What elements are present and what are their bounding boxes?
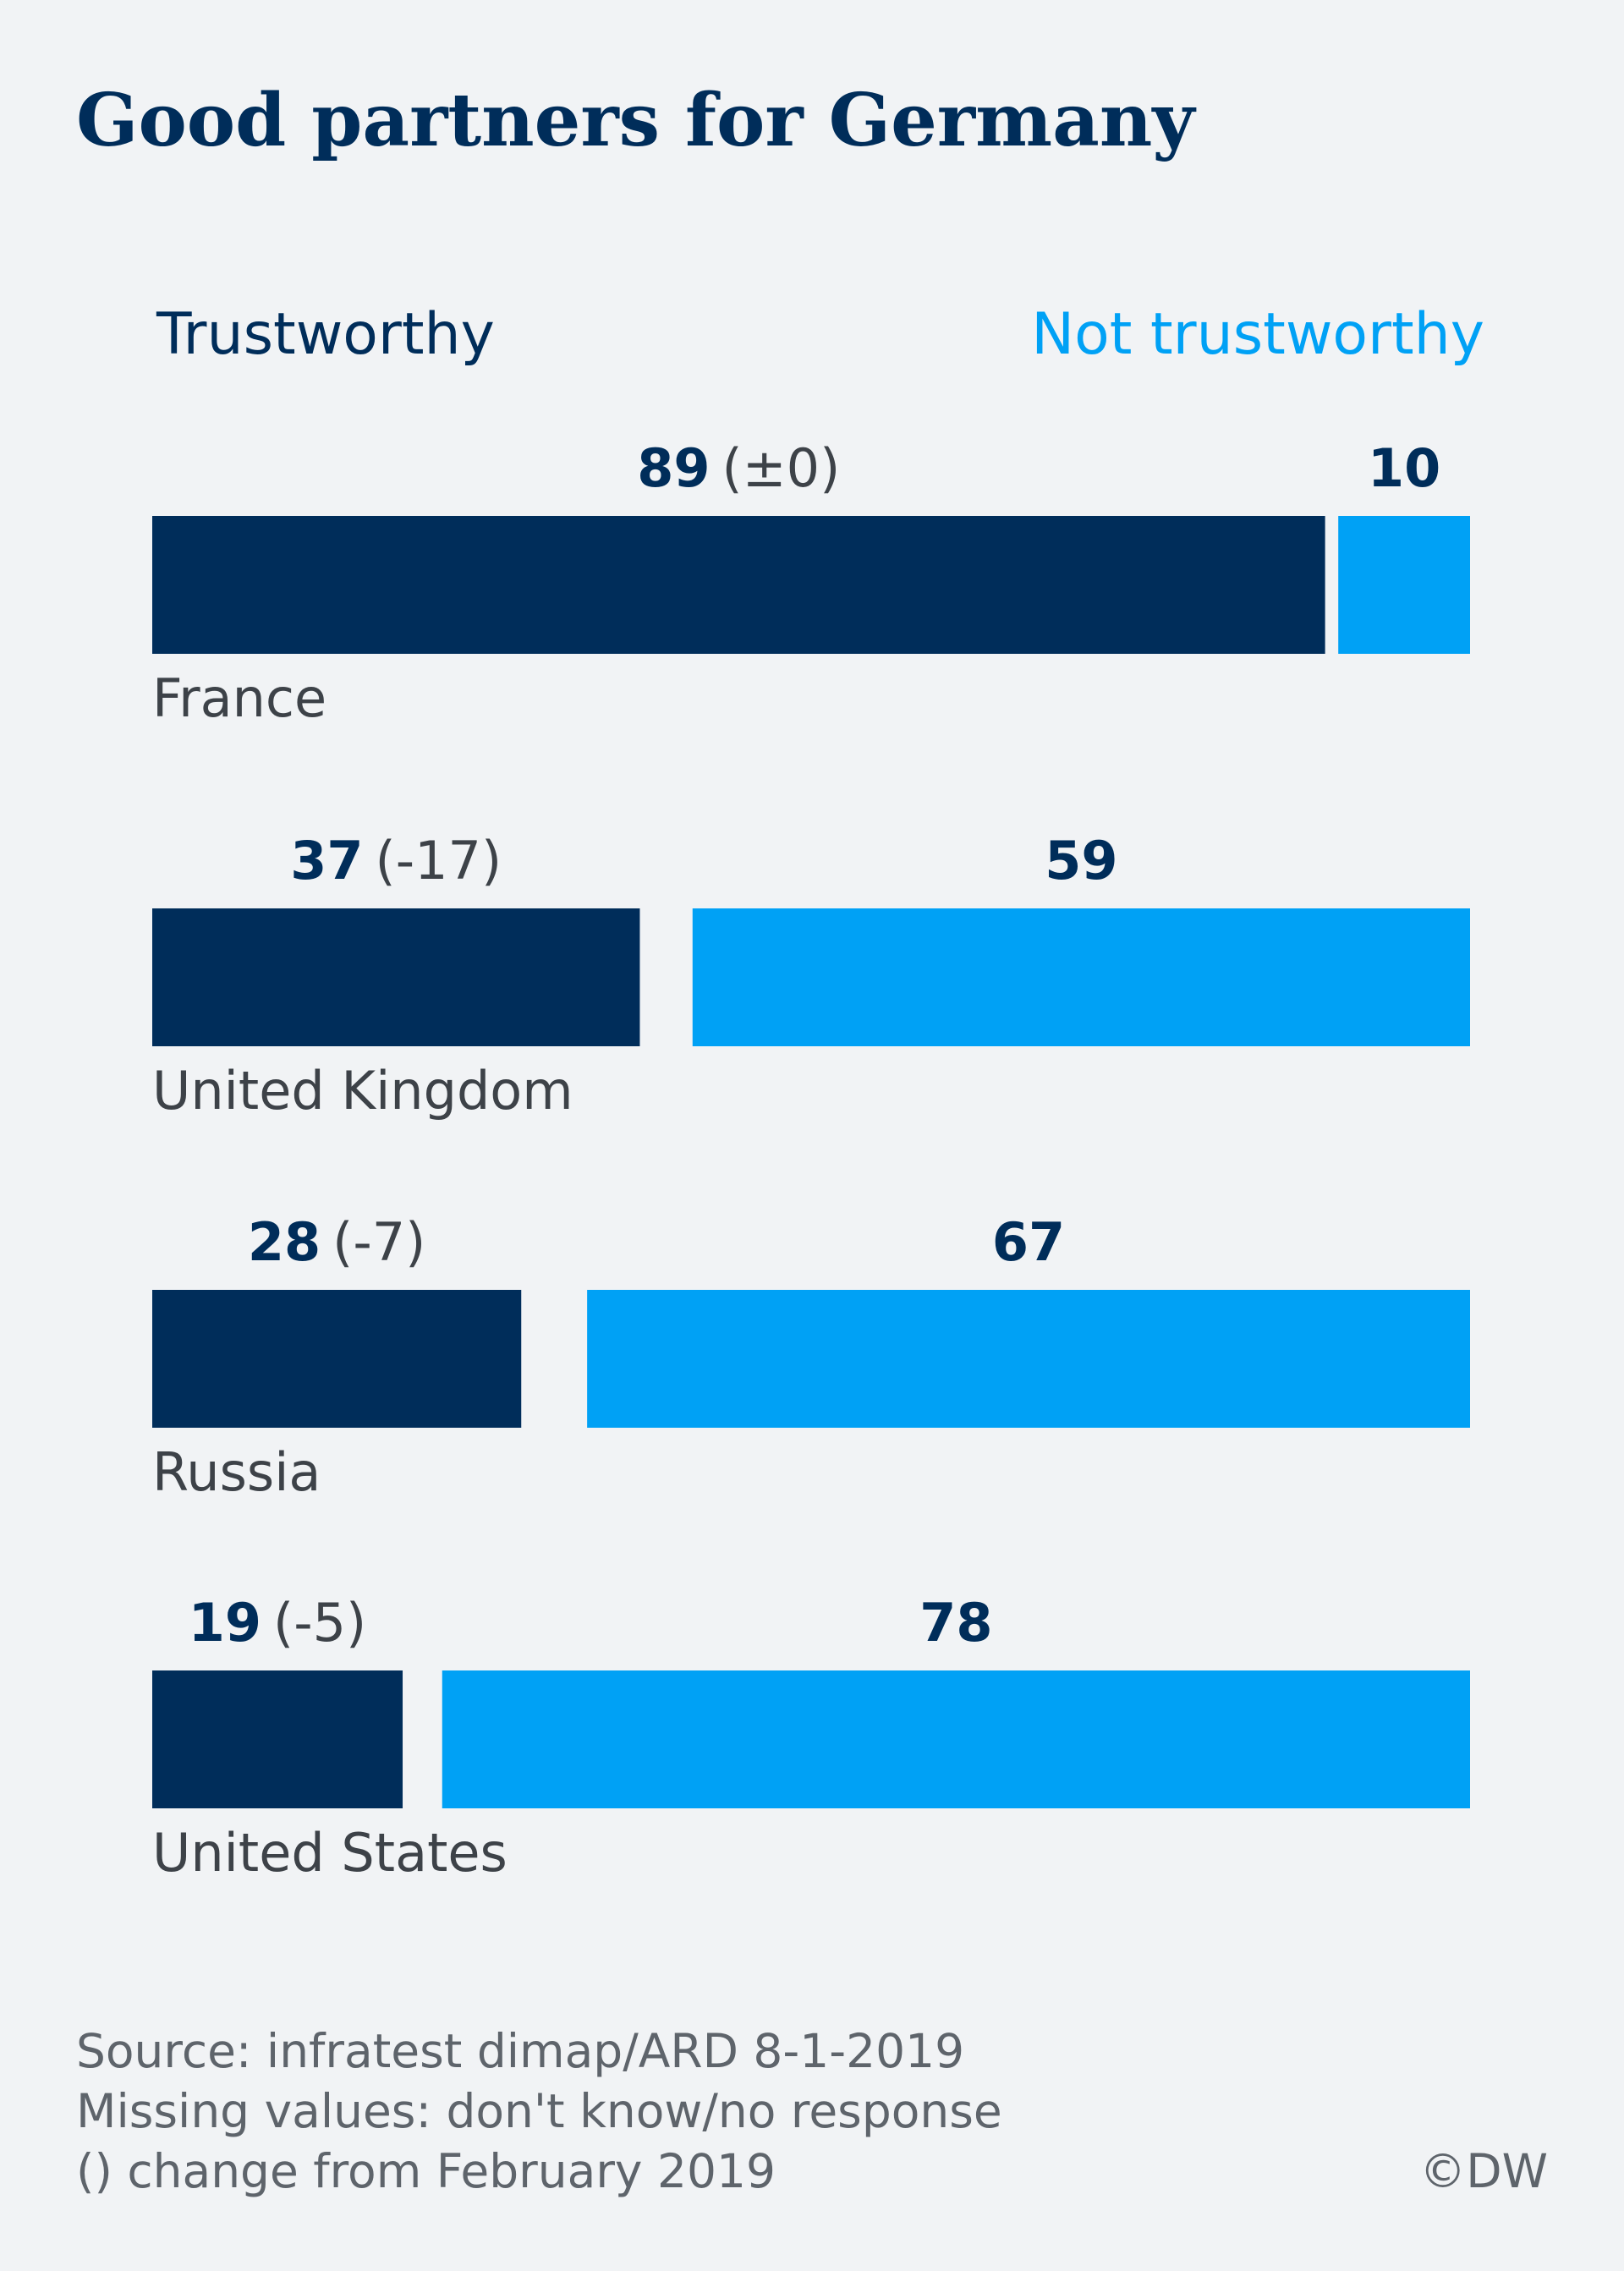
value-label-trustworthy-united-states: 19 (-5) <box>189 1592 366 1654</box>
value-trustworthy-france: 89 <box>637 437 710 499</box>
change-trustworthy-united-states: (-5) <box>273 1592 366 1654</box>
category-label-united-states: United States <box>152 1822 508 1884</box>
source-note: Source: infratest dimap/ARD 8-1-2019 <box>76 2024 965 2078</box>
missing-values-note: Missing values: don't know/no response <box>76 2084 1002 2138</box>
value-not-trustworthy-united-states: 78 <box>919 1592 992 1654</box>
value-trustworthy-united-kingdom: 37 <box>290 830 363 891</box>
bar-not-trustworthy-united-kingdom <box>692 908 1470 1046</box>
value-trustworthy-russia: 28 <box>248 1211 321 1273</box>
value-not-trustworthy-russia: 67 <box>992 1211 1065 1273</box>
bar-not-trustworthy-france <box>1338 516 1470 654</box>
bar-trustworthy-russia <box>152 1290 522 1428</box>
value-label-trustworthy-russia: 28 (-7) <box>248 1211 425 1273</box>
change-trustworthy-united-kingdom: (-17) <box>376 830 502 891</box>
category-label-france: France <box>152 667 326 729</box>
value-label-trustworthy-france: 89 (±0) <box>637 437 840 499</box>
bar-not-trustworthy-united-states <box>442 1670 1470 1808</box>
category-label-russia: Russia <box>152 1441 321 1503</box>
value-not-trustworthy-united-kingdom: 59 <box>1045 830 1117 891</box>
legend-not-trustworthy: Not trustworthy <box>1031 301 1484 368</box>
category-label-united-kingdom: United Kingdom <box>152 1060 573 1122</box>
change-trustworthy-france: (±0) <box>722 437 841 499</box>
change-trustworthy-russia: (-7) <box>332 1211 425 1273</box>
legend-trustworthy: Trustworthy <box>156 301 495 368</box>
bar-not-trustworthy-russia <box>587 1290 1470 1428</box>
bar-trustworthy-united-kingdom <box>152 908 640 1046</box>
bar-trustworthy-france <box>152 516 1325 654</box>
value-not-trustworthy-france: 10 <box>1368 437 1440 499</box>
value-label-trustworthy-united-kingdom: 37 (-17) <box>290 830 502 891</box>
copyright-dw: ©DW <box>1419 2144 1548 2198</box>
change-note: () change from February 2019 <box>76 2144 776 2198</box>
chart-title: Good partners for Germany <box>76 78 1195 163</box>
value-trustworthy-united-states: 19 <box>189 1592 261 1654</box>
bar-trustworthy-united-states <box>152 1670 403 1808</box>
